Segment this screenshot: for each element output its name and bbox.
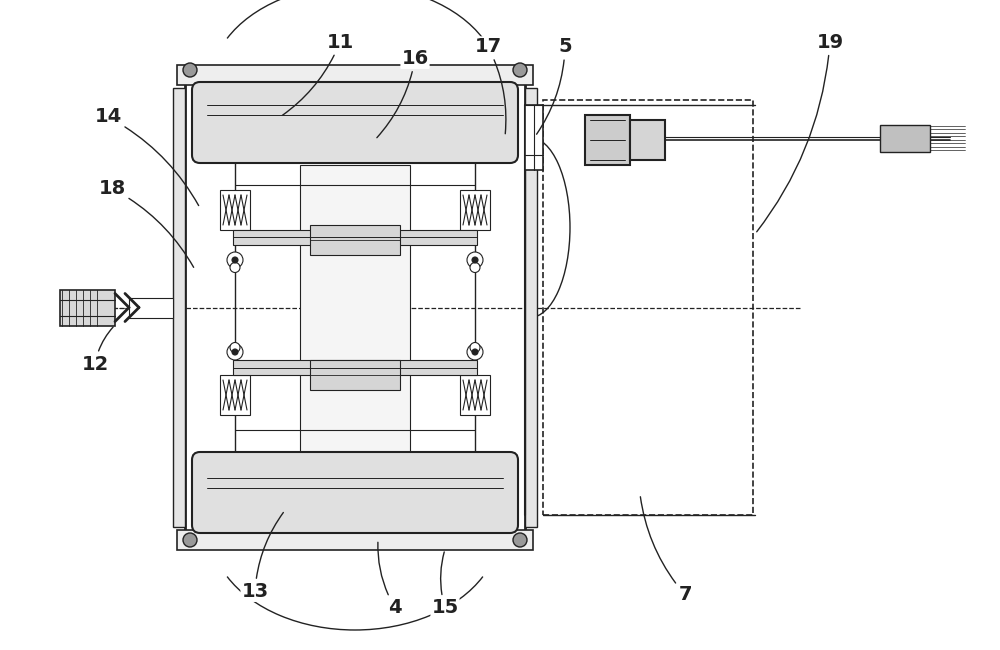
Circle shape <box>230 263 240 272</box>
Bar <box>233 230 477 245</box>
Bar <box>220 375 250 415</box>
Bar <box>525 88 537 527</box>
Bar <box>880 125 930 152</box>
Bar <box>60 289 115 326</box>
Text: 14: 14 <box>94 107 199 205</box>
Bar <box>460 375 490 415</box>
Circle shape <box>513 533 527 547</box>
Circle shape <box>232 257 238 263</box>
Circle shape <box>227 344 243 360</box>
Text: 19: 19 <box>757 32 844 232</box>
Bar <box>129 298 173 317</box>
Circle shape <box>230 343 240 352</box>
Circle shape <box>513 63 527 77</box>
Text: 15: 15 <box>431 552 459 618</box>
Circle shape <box>470 343 480 352</box>
Text: 11: 11 <box>282 32 354 116</box>
Bar <box>460 190 490 230</box>
Bar <box>543 100 753 515</box>
Text: 18: 18 <box>98 179 194 267</box>
Bar <box>177 65 533 85</box>
Text: 7: 7 <box>640 497 692 604</box>
Text: 16: 16 <box>377 49 429 138</box>
Bar <box>185 80 525 535</box>
Bar <box>300 165 410 455</box>
Circle shape <box>232 349 238 355</box>
Bar <box>310 225 400 255</box>
Text: 5: 5 <box>537 37 572 134</box>
Bar <box>220 190 250 230</box>
Bar <box>630 120 665 160</box>
Bar <box>310 360 400 390</box>
Circle shape <box>183 533 197 547</box>
Text: 12: 12 <box>81 327 113 374</box>
Circle shape <box>183 63 197 77</box>
Circle shape <box>467 344 483 360</box>
Bar <box>177 530 533 550</box>
Text: 4: 4 <box>378 542 402 618</box>
Circle shape <box>227 252 243 268</box>
Bar <box>585 115 630 165</box>
Text: 17: 17 <box>474 37 506 134</box>
FancyBboxPatch shape <box>192 82 518 163</box>
FancyBboxPatch shape <box>192 452 518 533</box>
Bar <box>173 88 185 527</box>
Circle shape <box>470 263 480 272</box>
Circle shape <box>467 252 483 268</box>
Circle shape <box>472 257 478 263</box>
Text: 13: 13 <box>241 512 283 601</box>
Bar <box>525 105 543 170</box>
Bar <box>233 360 477 375</box>
Circle shape <box>472 349 478 355</box>
